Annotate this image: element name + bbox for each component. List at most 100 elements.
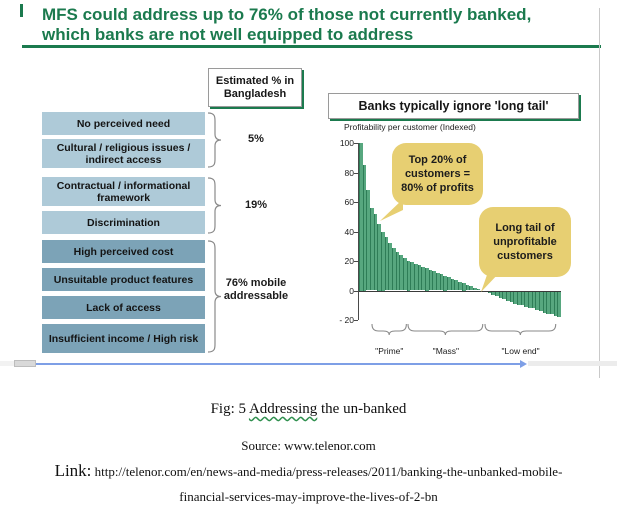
segment-label: "Low end": [501, 346, 540, 356]
bar: [417, 265, 422, 291]
callout-long-tail: Long tail of unprofitable customers: [479, 207, 571, 277]
brace-group-1: [207, 112, 221, 168]
bar: [447, 277, 451, 291]
segment-label: "Prime": [375, 346, 404, 356]
bar: [370, 207, 374, 291]
bar: [553, 290, 558, 316]
bar: [498, 290, 503, 298]
y-tick-mark: [354, 290, 358, 292]
figure-caption-suffix: the un-banked: [317, 401, 407, 417]
slide-right-border: [599, 8, 600, 378]
scrollbar-track[interactable]: [0, 361, 14, 366]
segment-label: "Mass": [432, 346, 460, 356]
bar: [414, 263, 418, 291]
y-tick-label: 20: [344, 256, 354, 266]
long-tail-bar-chart: 100 80 60 40 20 0 - 20 "Prime" "Mass" "Low end": [339, 138, 561, 356]
barrier-box: Insufficient income / High risk: [42, 324, 205, 353]
link-caption: Link: http://telenor.com/en/news-and-med…: [0, 458, 617, 508]
barrier-box: Discrimination: [42, 211, 205, 234]
group-percent-label: 76% mobile addressable: [223, 277, 289, 302]
y-tick-label: 0: [349, 285, 354, 296]
y-tick-label: - 20: [339, 315, 354, 325]
bar: [461, 283, 466, 291]
y-tick-label: 80: [344, 167, 354, 178]
bar: [509, 290, 514, 303]
callout-top-20-percent: Top 20% of customers = 80% of profits: [392, 143, 483, 205]
barrier-box: Contractual / informational framework: [42, 177, 205, 206]
bar: [436, 272, 440, 291]
title-underline: [22, 45, 601, 48]
bar: [421, 266, 426, 291]
bar: [505, 290, 510, 301]
barrier-box: Lack of access: [42, 296, 205, 319]
barrier-box: No perceived need: [42, 112, 205, 135]
y-tick-mark: [354, 172, 358, 174]
bar: [520, 290, 525, 306]
barrier-box: Unsuitable product features: [42, 268, 205, 291]
bar: [454, 280, 459, 291]
group-percent-label: 5%: [248, 133, 264, 145]
bar: [535, 290, 539, 310]
barrier-box: High perceived cost: [42, 240, 205, 263]
bar: [399, 255, 404, 291]
bar: [549, 290, 554, 315]
bar: [538, 290, 543, 312]
bar: [428, 269, 433, 291]
bar: [513, 290, 517, 304]
segment-brace: [371, 323, 408, 336]
figure-caption: Fig: 5 Addressing the un-banked: [0, 401, 617, 418]
y-tick-label: 60: [344, 197, 354, 207]
slide-title-line2: which banks are not well equipped to add…: [42, 25, 414, 44]
slide-title-line1: MFS could address up to 76% of those not…: [42, 5, 532, 24]
group-percent-label: 19%: [244, 199, 268, 211]
bar: [362, 165, 367, 291]
bar: [557, 290, 561, 318]
bar: [465, 284, 470, 291]
bar: [392, 247, 396, 291]
bar: [494, 290, 499, 297]
bar: [472, 287, 477, 291]
bar: [476, 289, 481, 291]
link-label: Link:: [54, 461, 92, 480]
bar: [377, 224, 382, 291]
bar: [395, 252, 400, 291]
estimated-percent-header: Estimated % in Bangladesh: [208, 68, 302, 107]
bar: [425, 268, 429, 291]
bar: [546, 290, 550, 315]
bar: [410, 262, 415, 291]
bar: [491, 290, 495, 295]
segment-brace: [484, 323, 557, 336]
y-tick-label: 40: [344, 226, 354, 237]
x-axis-zero-line: [359, 290, 561, 292]
bar: [531, 290, 536, 309]
y-tick-mark: [354, 143, 358, 144]
bar: [469, 286, 473, 291]
figure-caption-prefix: Fig: 5: [210, 401, 249, 417]
chart-panel-title: Banks typically ignore 'long tail': [328, 93, 579, 119]
scrollbar-thumb[interactable]: [14, 360, 36, 367]
figure-caption-spellcheck-word: Addressing: [248, 401, 318, 417]
link-url-line2: financial-services-may-improve-the-lives…: [179, 489, 438, 504]
bar: [542, 290, 547, 313]
scrollbar-line[interactable]: [36, 363, 520, 365]
bar: [366, 190, 371, 291]
y-tick-mark: [354, 202, 358, 203]
brace-group-3: [207, 240, 221, 353]
slide-title: MFS could address up to 76% of those not…: [42, 5, 594, 45]
y-tick-mark: [354, 231, 358, 233]
y-tick-mark: [354, 320, 358, 321]
cursor-mark: [20, 4, 23, 17]
bar: [450, 278, 455, 291]
bar: [403, 258, 407, 291]
y-tick-label: 100: [339, 138, 354, 148]
segment-brace: [407, 323, 484, 336]
bar: [439, 274, 444, 291]
scrollbar-track[interactable]: [528, 361, 617, 366]
bar: [502, 290, 506, 300]
bar: [381, 231, 385, 291]
brace-group-2: [207, 177, 221, 234]
bar: [443, 275, 448, 291]
scrollbar-arrow-icon[interactable]: [520, 360, 527, 368]
bar: [516, 290, 521, 306]
